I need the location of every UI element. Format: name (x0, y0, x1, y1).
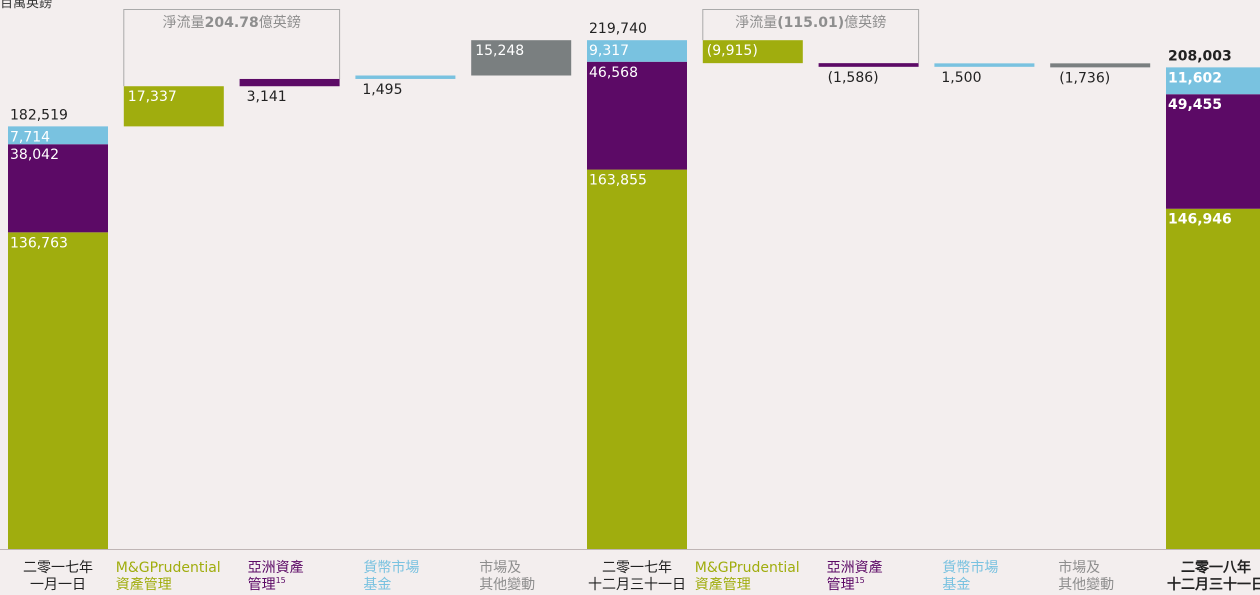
bar-segment (8, 144, 108, 233)
segment-label: 46,568 (589, 65, 638, 81)
category-label: 十二月三十一日 (588, 577, 686, 593)
category-label: 市場及 (479, 559, 521, 576)
category-label: 基金 (942, 576, 970, 593)
net-flow-label: 淨流量204.78億英鎊 (163, 14, 301, 31)
change-label: 15,248 (475, 43, 524, 59)
total-label: 208,003 (1168, 48, 1232, 64)
category-label: 二零一七年 (23, 560, 93, 576)
segment-label: 136,763 (10, 235, 68, 251)
change-label: 1,500 (941, 70, 981, 86)
bar-segment (587, 40, 687, 62)
bar-segment (1166, 67, 1260, 95)
category-label: M&GPrudential (116, 560, 221, 576)
total-label: 219,740 (589, 21, 647, 37)
change-label: 17,337 (128, 89, 177, 105)
segment-label: 7,714 (10, 129, 50, 145)
net-flow-bracket (123, 9, 341, 87)
category-label: 一月一日 (30, 577, 86, 593)
category-label: 市場及 (1058, 559, 1100, 576)
bar-segment (8, 126, 108, 145)
change-bar (934, 63, 1035, 67)
bar-segment (587, 61, 687, 170)
category-label: 其他變動 (479, 577, 535, 593)
category-label: M&GPrudential (695, 560, 800, 576)
category-label: 貨幣市場 (942, 559, 998, 576)
total-label: 182,519 (10, 107, 68, 123)
category-label: 資產管理 (116, 576, 172, 593)
change-label: (9,915) (707, 43, 758, 59)
category-label: 基金 (363, 576, 391, 593)
bar-segment (1166, 94, 1260, 209)
change-label: 1,495 (362, 82, 402, 98)
unit-label: 百萬英鎊 (0, 0, 53, 11)
change-label: 3,141 (247, 89, 287, 105)
bar-segment (1166, 208, 1260, 550)
category-label: 亞洲資產 (827, 559, 883, 576)
category-label: 資產管理 (695, 576, 751, 593)
category-label: 管理15 (248, 576, 286, 593)
change-bar (239, 78, 340, 87)
category-label: 二零一七年 (602, 560, 672, 576)
change-bar (702, 40, 803, 64)
change-label: (1,586) (828, 70, 879, 86)
segment-label: 9,317 (589, 43, 629, 59)
change-bar (818, 63, 919, 67)
category-label: 管理15 (827, 576, 865, 593)
net-flow-bracket (702, 9, 920, 64)
change-bar (123, 86, 224, 127)
change-bar (355, 75, 456, 79)
category-label: 貨幣市場 (363, 559, 419, 576)
category-label: 亞洲資產 (248, 559, 304, 576)
segment-label: 49,455 (1168, 97, 1222, 113)
change-bar (1050, 63, 1151, 68)
change-label: (1,736) (1059, 70, 1110, 86)
bar-segment (8, 232, 108, 550)
segment-label: 38,042 (10, 147, 59, 163)
segment-label: 11,602 (1168, 70, 1222, 86)
bar-segment (587, 169, 687, 549)
category-label: 十二月三十一日 (1167, 576, 1260, 593)
category-label: 其他變動 (1058, 577, 1114, 593)
change-bar (471, 40, 572, 76)
segment-label: 163,855 (589, 173, 647, 189)
category-label: 二零一八年 (1181, 559, 1251, 576)
net-flow-label: 淨流量(115.01)億英鎊 (735, 14, 886, 31)
segment-label: 146,946 (1168, 212, 1232, 228)
